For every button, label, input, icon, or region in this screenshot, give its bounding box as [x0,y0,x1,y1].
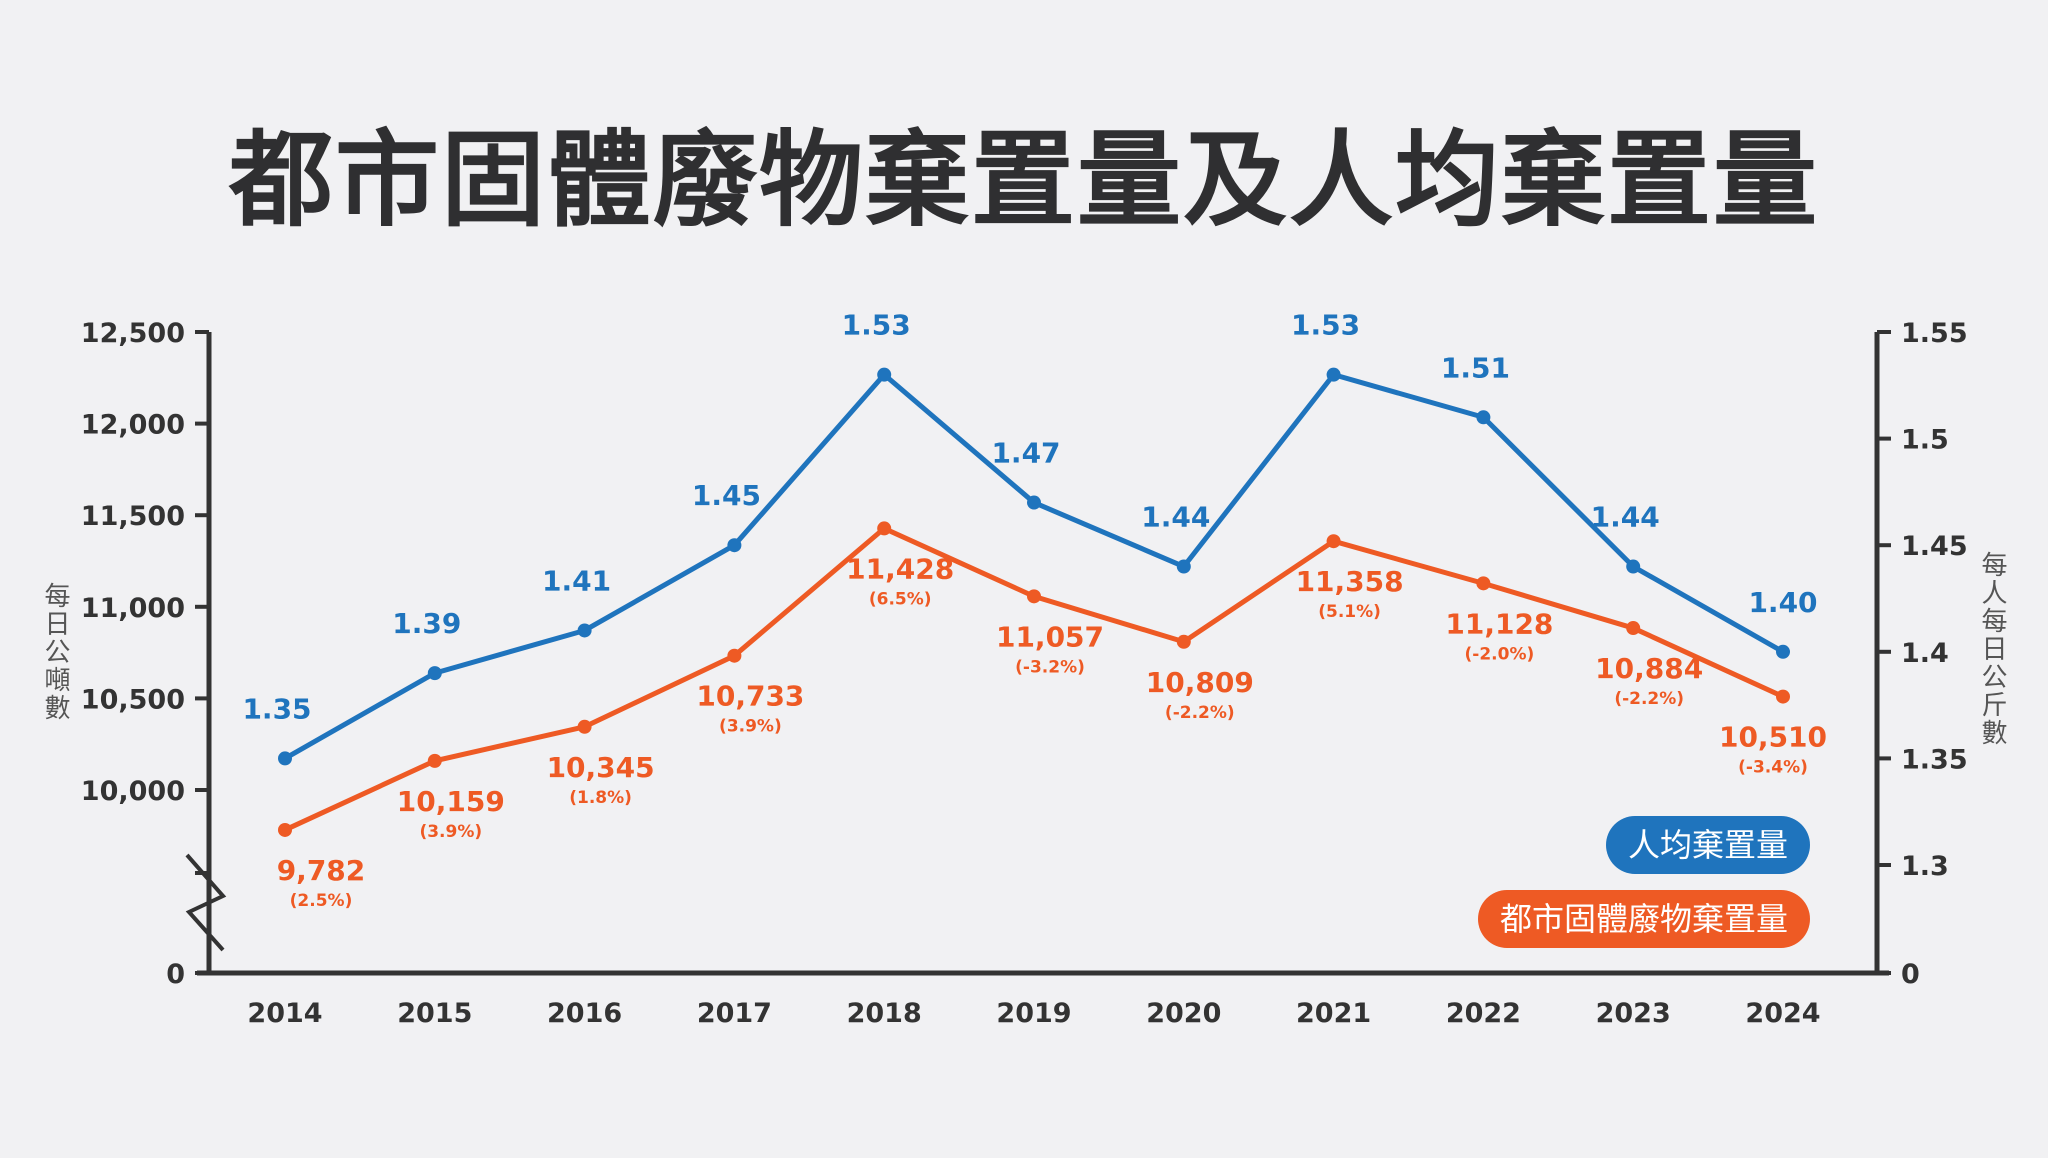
series-line-per-capita [283,372,1785,761]
right-axis-label: 每人每日公斤數 [1977,551,2007,747]
left-tick-label: 12,500 [81,318,185,349]
data-point [877,521,892,536]
x-tick-label: 2014 [247,998,322,1029]
data-point [1027,495,1041,510]
data-point [1626,621,1641,636]
data-label: 1.39 [392,607,461,640]
change-label: (-3.4%) [1738,758,1808,778]
right-tick-label: 1.55 [1901,318,1968,349]
data-label: 1.53 [1291,309,1360,342]
x-tick-label: 2018 [847,998,922,1029]
data-point [1776,644,1790,659]
change-label: (-3.2%) [1015,657,1085,677]
right-tick-label: 1.45 [1901,531,1968,562]
data-label: 1.53 [842,309,911,342]
change-label: (-2.2%) [1614,689,1684,709]
data-point [1326,367,1341,382]
change-label: (5.1%) [1318,602,1381,622]
left-tick-label: 10,000 [81,776,185,807]
chart-title: 都市固體廢物棄置量及人均棄置量 [228,119,1819,241]
data-point [1626,559,1641,574]
left-tick-label: 11,500 [81,501,185,532]
data-point [577,719,592,734]
legend-per-capita: 人均棄置量 [1605,816,1810,874]
change-label: (3.9%) [719,717,782,737]
data-point [278,751,292,766]
data-label: 1.44 [1591,501,1660,534]
data-point [278,822,292,837]
data-label: 1.51 [1441,351,1510,384]
data-point [1027,589,1041,604]
data-label: 11,057 [996,620,1104,653]
data-point [877,367,892,382]
right-tick-label: 1.35 [1901,744,1968,775]
left-tick-label: 10,500 [81,684,185,715]
x-tick-label: 2023 [1596,998,1671,1029]
data-point [1476,410,1491,425]
left-tick-label: 11,000 [81,593,185,624]
data-point [1476,576,1491,591]
data-label: 11,428 [846,552,954,585]
data-label: 1.45 [692,479,761,512]
axis-break-icon [185,853,227,952]
data-point [727,648,742,663]
change-label: (3.9%) [419,822,482,842]
x-tick-label: 2021 [1296,998,1371,1029]
data-label: 1.44 [1141,501,1210,534]
data-label: 9,782 [277,854,366,887]
x-tick-label: 2024 [1745,998,1820,1029]
data-label: 11,358 [1296,565,1404,598]
data-point [427,666,442,681]
data-point [1776,689,1790,704]
x-tick-label: 2017 [697,998,772,1029]
change-label: (-2.2%) [1165,703,1235,723]
data-point [577,623,592,638]
x-tick-label: 2015 [397,998,472,1029]
data-label: 10,159 [397,785,505,818]
data-label: 10,733 [696,680,804,713]
x-tick-label: 2020 [1146,998,1221,1029]
data-point [1326,534,1341,549]
left-tick-label: 12,000 [81,410,185,441]
left-axis-label: 每日公噸數 [40,582,70,722]
data-point [727,538,742,553]
data-label: 10,884 [1595,652,1703,685]
data-point [1176,634,1191,649]
change-label: (1.8%) [569,788,632,808]
x-tick-label: 2022 [1446,998,1521,1029]
data-point [427,753,442,768]
data-label: 10,809 [1146,666,1254,699]
x-tick-label: 2016 [547,998,622,1029]
legend-total: 都市固體廢物棄置量 [1477,890,1810,948]
right-tick-label: 1.3 [1901,851,1949,882]
data-label: 1.40 [1748,586,1817,619]
data-label: 1.35 [242,692,311,725]
right-tick-label: 0 [1901,959,1920,990]
x-tick-label: 2019 [996,998,1071,1029]
data-label: 10,510 [1719,721,1827,754]
right-tick-label: 1.5 [1901,425,1949,456]
data-label: 10,345 [547,751,655,784]
data-label: 11,128 [1445,607,1553,640]
change-label: (2.5%) [290,891,353,911]
right-tick-label: 1.4 [1901,638,1949,669]
data-point [1176,559,1191,574]
data-label: 1.41 [542,564,611,597]
data-label: 1.47 [991,437,1060,470]
left-tick-label: 0 [166,959,185,990]
change-label: (-2.0%) [1465,644,1535,664]
series-line-total [283,525,1785,833]
change-label: (6.5%) [869,589,932,609]
